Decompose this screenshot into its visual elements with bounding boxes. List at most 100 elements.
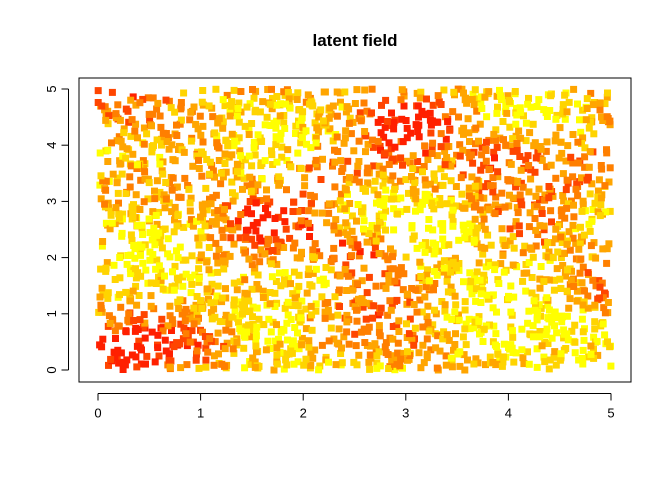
data-point <box>259 321 267 329</box>
data-point <box>283 361 291 369</box>
data-point <box>116 254 124 261</box>
data-point <box>461 298 469 306</box>
data-point <box>447 196 455 204</box>
data-point <box>482 145 490 153</box>
data-point <box>254 181 262 189</box>
data-point <box>533 363 541 371</box>
data-point <box>148 236 156 244</box>
data-point <box>586 118 594 126</box>
data-point <box>104 146 112 154</box>
data-point <box>305 337 313 345</box>
data-point <box>243 182 251 190</box>
data-point <box>192 120 200 128</box>
data-point <box>273 344 281 352</box>
data-point <box>579 201 587 209</box>
data-point <box>499 251 507 259</box>
data-point <box>162 130 170 137</box>
data-point <box>271 215 279 222</box>
data-point <box>405 355 413 363</box>
data-point <box>436 201 444 209</box>
data-point <box>548 239 556 247</box>
data-point <box>551 348 559 356</box>
data-point <box>567 276 575 284</box>
data-point <box>430 176 438 184</box>
data-point <box>248 285 256 293</box>
data-point <box>470 101 478 109</box>
data-point <box>569 131 577 138</box>
data-point <box>510 358 518 366</box>
data-point <box>115 199 122 207</box>
data-point <box>243 290 251 298</box>
data-point <box>436 347 444 355</box>
data-point <box>113 179 121 187</box>
data-point <box>599 117 607 124</box>
data-point <box>390 205 398 213</box>
data-point <box>263 240 271 248</box>
data-point <box>228 178 236 186</box>
data-point <box>284 89 292 96</box>
data-point <box>605 240 613 248</box>
data-point <box>397 154 405 162</box>
data-point <box>233 338 241 346</box>
data-point <box>575 245 583 253</box>
data-point <box>245 131 253 138</box>
data-point <box>108 219 116 227</box>
data-point <box>565 304 573 312</box>
data-point <box>346 174 354 182</box>
data-point <box>225 320 233 328</box>
data-point <box>490 130 498 138</box>
data-point <box>264 86 272 93</box>
data-point <box>594 187 602 195</box>
data-point <box>490 322 498 330</box>
data-point <box>331 293 339 301</box>
data-point <box>543 163 551 171</box>
data-point <box>297 164 305 172</box>
data-point <box>252 327 260 335</box>
data-point <box>525 162 533 169</box>
data-point <box>508 327 516 335</box>
data-point <box>331 158 339 166</box>
data-point <box>224 142 232 150</box>
data-point <box>219 118 227 126</box>
data-point <box>273 158 281 166</box>
data-point <box>306 100 313 108</box>
data-point <box>527 103 535 111</box>
data-point <box>102 177 110 185</box>
data-point <box>361 339 369 346</box>
data-point <box>400 349 408 357</box>
data-point <box>382 96 390 104</box>
data-point <box>212 191 220 199</box>
data-point <box>368 85 376 93</box>
data-point <box>287 280 294 288</box>
data-point <box>251 358 259 366</box>
data-point <box>375 170 383 178</box>
data-point <box>597 201 605 209</box>
data-point <box>195 265 203 273</box>
data-point <box>138 243 146 251</box>
data-point <box>329 137 337 145</box>
data-point <box>276 269 283 277</box>
data-point <box>265 315 273 323</box>
data-point <box>219 209 227 217</box>
data-point <box>118 170 126 178</box>
data-point <box>132 282 140 290</box>
data-point <box>373 224 381 232</box>
data-point <box>538 342 546 350</box>
data-point <box>149 208 157 216</box>
data-point <box>411 324 419 332</box>
points-layer <box>94 85 615 374</box>
data-point <box>212 239 220 247</box>
data-point <box>385 278 393 286</box>
data-point <box>606 164 614 172</box>
data-point <box>336 224 344 232</box>
data-point <box>122 105 130 113</box>
data-point <box>545 248 553 256</box>
data-point <box>247 187 255 195</box>
data-point <box>409 235 417 243</box>
data-point <box>245 297 253 305</box>
data-point <box>529 333 537 341</box>
data-point <box>390 118 398 126</box>
data-point <box>597 194 605 202</box>
data-point <box>96 293 104 301</box>
data-point <box>259 214 267 222</box>
